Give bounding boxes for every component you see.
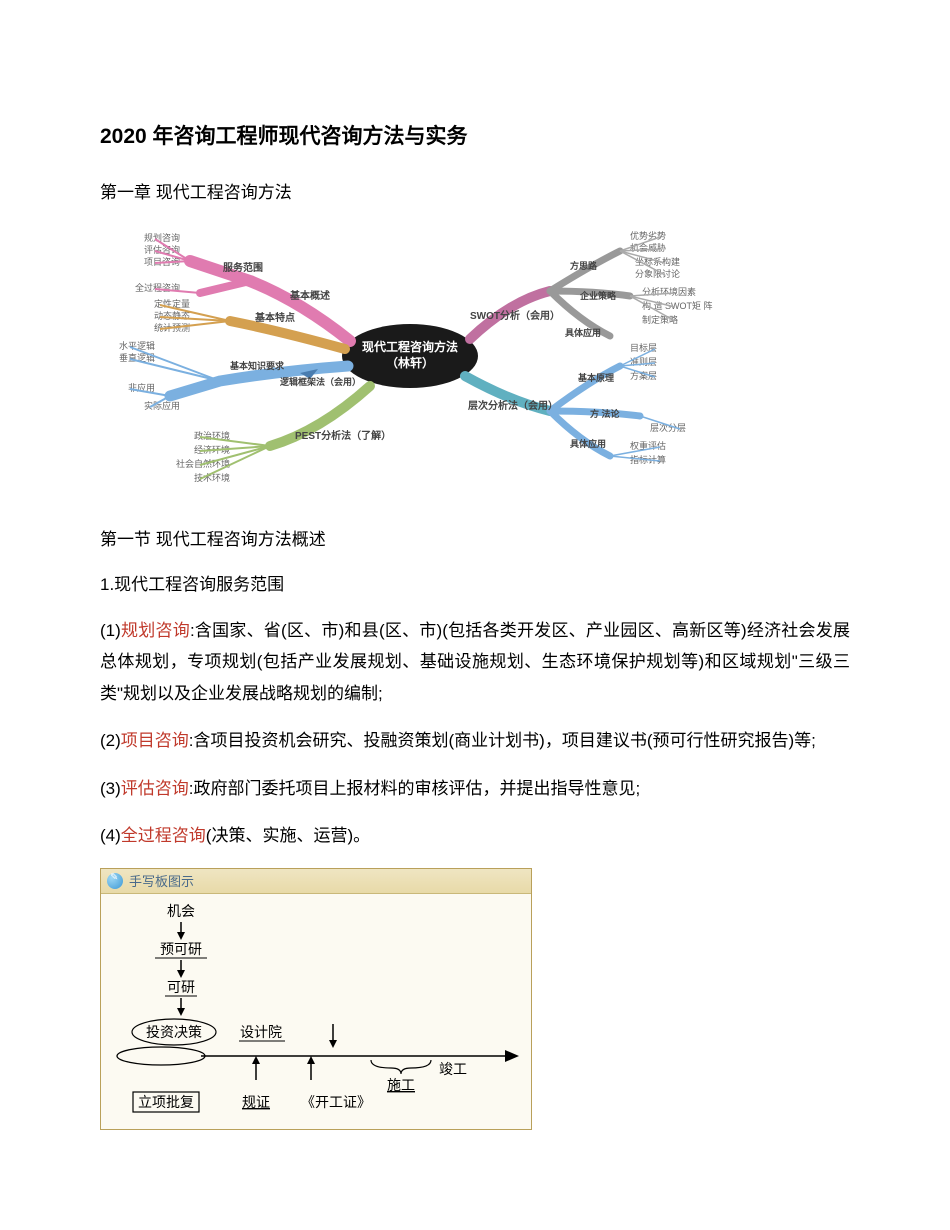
svg-text:方思路: 方思路 (570, 260, 598, 271)
chapter-heading: 第一章 现代工程咨询方法 (100, 178, 850, 203)
item-2: (2)项目咨询:含项目投资机会研究、投融资策划(商业计划书)，项目建议书(预可行… (100, 725, 850, 756)
pen-icon (107, 873, 123, 889)
item-key: 全过程咨询 (121, 826, 206, 845)
svg-text:企业策略: 企业策略 (579, 290, 617, 301)
svg-text:分象限讨论: 分象限讨论 (635, 268, 680, 279)
svg-text:基本概述: 基本概述 (289, 289, 330, 302)
svg-text:服务范围: 服务范围 (223, 261, 263, 274)
item-prefix: (2) (100, 731, 121, 750)
svg-text:施工: 施工 (387, 1077, 415, 1093)
svg-text:机会威胁: 机会威胁 (630, 242, 666, 253)
svg-text:基本特点: 基本特点 (254, 311, 295, 324)
item-body: (决策、实施、运营)。 (206, 826, 370, 845)
svg-text:投资决策: 投资决策 (146, 1024, 202, 1040)
svg-text:优势劣势: 优势劣势 (630, 230, 666, 241)
svg-text:SWOT分析（会用）: SWOT分析（会用） (470, 309, 560, 322)
item-prefix: (4) (100, 826, 121, 845)
item-4: (4)全过程咨询(决策、实施、运营)。 (100, 820, 850, 851)
svg-text:立项批复: 立项批复 (138, 1094, 194, 1110)
item-3: (3)评估咨询:政府部门委托项目上报材料的审核评估，并提出指导性意见; (100, 773, 850, 804)
item-prefix: (1) (100, 621, 121, 640)
panel-header: 手写板图示 (101, 869, 531, 894)
svg-text:设计院: 设计院 (240, 1024, 282, 1040)
svg-text:具体应用: 具体应用 (569, 438, 606, 449)
item-body: :含项目投资机会研究、投融资策划(商业计划书)，项目建议书(预可行性研究报告)等… (189, 731, 816, 750)
svg-text:层次分层: 层次分层 (650, 422, 686, 433)
svg-text:预可研: 预可研 (160, 941, 202, 957)
subsection-heading: 1.现代工程咨询服务范围 (100, 570, 850, 595)
section-heading: 第一节 现代工程咨询方法概述 (100, 525, 850, 550)
svg-text:规划咨询: 规划咨询 (144, 232, 180, 243)
svg-text:方案层: 方案层 (630, 370, 657, 381)
svg-text:机会: 机会 (167, 903, 195, 919)
svg-text:现代工程咨询方法: 现代工程咨询方法 (362, 339, 458, 354)
svg-text:目标层: 目标层 (630, 342, 657, 353)
svg-text:基本知识要求: 基本知识要求 (229, 360, 285, 371)
svg-text:逻辑框架法（会用）: 逻辑框架法（会用） (279, 376, 361, 387)
flowchart-panel: 手写板图示 机会 预可研 可研 投资决策 设计院 (100, 868, 532, 1130)
svg-text:实际应用: 实际应用 (144, 400, 180, 411)
svg-text:PEST分析法（了解）: PEST分析法（了解） (295, 429, 391, 442)
svg-text:可研: 可研 (167, 979, 195, 995)
svg-text:《开工证》: 《开工证》 (301, 1094, 371, 1110)
svg-text:层次分析法（会用）: 层次分析法（会用） (468, 399, 558, 412)
svg-text:基本原理: 基本原理 (577, 372, 614, 383)
item-body: :政府部门委托项目上报材料的审核评估，并提出指导性意见; (189, 779, 640, 798)
item-key: 规划咨询 (121, 621, 190, 640)
item-key: 评估咨询 (121, 779, 189, 798)
item-1: (1)规划咨询:含国家、省(区、市)和县(区、市)(包括各类开发区、产业园区、高… (100, 615, 850, 709)
panel-title: 手写板图示 (129, 871, 194, 890)
mindmap-diagram: 现代工程咨询方法 （林轩） 基本概述 服务范围 规划咨询 评估咨询 项目咨询 全… (100, 221, 720, 501)
svg-text:竣工: 竣工 (439, 1061, 467, 1077)
svg-text:（林轩）: （林轩） (386, 355, 434, 370)
item-prefix: (3) (100, 779, 121, 798)
document-title: 2020 年咨询工程师现代咨询方法与实务 (100, 120, 850, 150)
svg-text:具体应用: 具体应用 (564, 327, 601, 338)
item-key: 项目咨询 (121, 731, 189, 750)
svg-text:规证: 规证 (242, 1094, 270, 1110)
item-body: :含国家、省(区、市)和县(区、市)(包括各类开发区、产业园区、高新区等)经济社… (100, 621, 850, 703)
svg-text:方 法论: 方 法论 (590, 408, 621, 419)
